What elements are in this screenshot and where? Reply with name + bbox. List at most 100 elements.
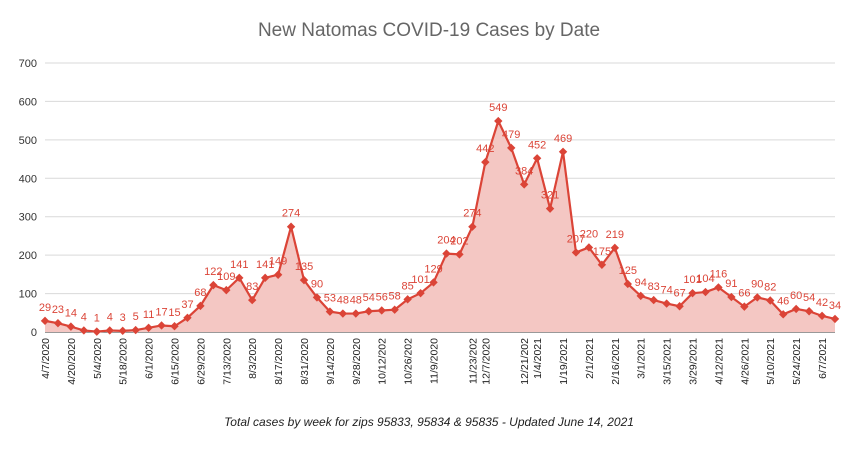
y-tick-label: 100: [19, 289, 37, 301]
data-point: [740, 302, 749, 311]
data-label: 125: [619, 265, 637, 277]
data-label: 442: [476, 143, 494, 155]
data-label: 549: [489, 102, 507, 114]
x-tick-label: 10/12/202: [377, 338, 389, 385]
data-label: 34: [829, 300, 841, 312]
data-point: [79, 326, 89, 335]
x-tick-label: 6/7/2021: [817, 338, 829, 379]
data-point: [40, 316, 50, 326]
x-tick-label: 1/19/2021: [558, 338, 570, 385]
data-label: 274: [282, 208, 300, 220]
data-point: [597, 260, 607, 269]
data-label: 90: [311, 278, 323, 290]
data-label: 321: [541, 190, 559, 202]
data-point: [778, 310, 788, 319]
data-point: [66, 322, 76, 331]
data-label: 452: [528, 139, 546, 151]
data-label: 83: [246, 281, 258, 293]
data-point: [662, 299, 671, 308]
data-point: [442, 249, 451, 258]
x-tick-label: 4/7/2020: [40, 338, 52, 379]
data-point: [468, 222, 477, 231]
data-label: 83: [648, 281, 660, 293]
x-tick-label: 2/16/2021: [610, 338, 622, 385]
x-tick-label: 3/15/2021: [662, 338, 674, 385]
data-label: 274: [463, 208, 481, 220]
data-point: [377, 306, 386, 315]
data-label: 68: [194, 287, 206, 299]
data-label: 53: [324, 293, 336, 305]
data-label: 4: [107, 311, 113, 323]
data-label: 384: [515, 165, 533, 177]
data-point: [209, 280, 218, 290]
data-label: 101: [411, 274, 429, 286]
data-label: 3: [120, 312, 126, 324]
data-points: [40, 116, 840, 336]
x-tick-label: 5/10/2021: [765, 338, 777, 385]
data-point: [558, 147, 568, 156]
data-point: [118, 326, 127, 336]
x-tick-label: 7/13/2020: [221, 338, 233, 385]
data-label: 175: [593, 246, 611, 258]
data-point: [636, 291, 645, 301]
data-point: [675, 302, 684, 311]
data-label: 48: [337, 295, 349, 307]
x-tick-label: 11/9/2020: [429, 338, 441, 384]
data-point: [727, 292, 736, 302]
data-label: 85: [401, 280, 413, 292]
data-point: [105, 326, 114, 335]
data-point: [390, 305, 399, 314]
data-label: 56: [376, 291, 388, 303]
data-label: 141: [230, 259, 248, 271]
data-label: 66: [738, 288, 750, 300]
data-point: [714, 283, 723, 292]
data-label: 204: [437, 235, 455, 247]
data-point: [312, 293, 322, 302]
data-point: [92, 327, 102, 336]
x-tick-label: 1/4/2021: [532, 338, 544, 379]
x-tick-label: 9/28/2020: [351, 338, 363, 385]
data-label: 15: [168, 307, 180, 319]
x-tick-label: 3/1/2021: [636, 338, 648, 379]
data-label: 219: [606, 229, 624, 241]
data-label: 54: [803, 292, 815, 304]
data-label: 220: [580, 228, 598, 240]
data-label: 54: [363, 292, 375, 304]
data-label: 135: [295, 261, 313, 273]
data-label: 101: [683, 274, 701, 286]
y-tick-label: 400: [19, 173, 37, 185]
data-point: [325, 307, 335, 316]
data-label: 202: [450, 235, 468, 247]
data-point: [791, 304, 801, 314]
data-point: [623, 279, 632, 289]
chart-subtitle: Total cases by week for zips 95833, 9583…: [224, 415, 634, 429]
data-label: 29: [39, 302, 51, 314]
x-tick-label: 3/29/2021: [688, 338, 700, 385]
data-point: [157, 321, 166, 330]
data-point: [817, 311, 827, 321]
data-point: [507, 143, 516, 153]
data-label: 5: [133, 311, 139, 323]
y-tick-label: 500: [19, 135, 37, 147]
data-point: [753, 293, 762, 302]
x-tick-label: 8/3/2020: [247, 338, 259, 379]
data-label: 479: [502, 129, 520, 141]
data-point: [481, 157, 490, 167]
data-point: [196, 301, 205, 311]
data-label: 42: [816, 297, 828, 309]
x-tick-label: 10/26/202: [403, 338, 415, 385]
data-label: 149: [269, 256, 287, 268]
y-tick-label: 600: [19, 96, 37, 108]
data-point: [688, 288, 697, 298]
data-point: [584, 243, 594, 252]
data-point: [273, 270, 283, 279]
data-point: [351, 309, 361, 318]
data-point: [299, 275, 309, 285]
x-tick-label: 6/1/2020: [144, 338, 156, 379]
data-point: [403, 295, 412, 304]
data-labels: 29 23 14 4 1 4 3 5 11 17 1537681221091418314114927…: [39, 102, 841, 325]
data-point: [519, 180, 529, 189]
data-label: 17: [155, 306, 167, 318]
area-shape: [45, 121, 835, 332]
